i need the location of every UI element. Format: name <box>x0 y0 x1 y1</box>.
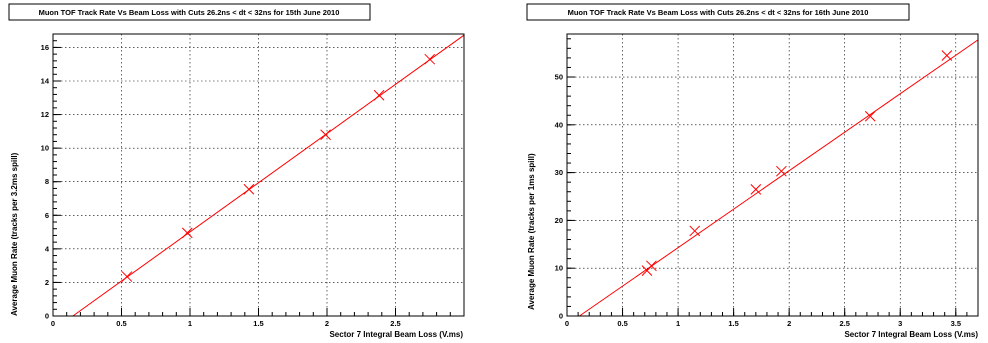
y-tick-label: 12 <box>41 110 49 119</box>
x-tick-label: 1 <box>188 319 192 328</box>
chart-panel-15-june: Muon TOF Track Rate Vs Beam Loss with Cu… <box>8 3 465 339</box>
y-tick-label: 40 <box>555 120 563 129</box>
data-point <box>864 110 876 122</box>
data-point <box>320 129 331 141</box>
data-points <box>641 50 953 276</box>
data-points <box>121 53 436 282</box>
y-tick-label: 50 <box>555 73 563 82</box>
chart-title-box <box>526 3 910 21</box>
data-point <box>646 260 657 272</box>
chart-title: Muon TOF Track Rate Vs Beam Loss with Cu… <box>568 8 869 17</box>
axis-ticks: 0 0.5 1 1.5 2 2.5 3 3.5 0 10 20 30 40 50 <box>555 38 979 328</box>
chart-panel-16-june: Muon TOF Track Rate Vs Beam Loss with Cu… <box>494 0 988 343</box>
x-tick-label: 0 <box>565 319 569 328</box>
scatter-chart-15-june: Muon TOF Track Rate Vs Beam Loss with Cu… <box>8 3 465 339</box>
data-point <box>243 183 255 195</box>
grid-layer <box>567 34 978 316</box>
x-tick-label: 2 <box>325 319 329 328</box>
data-point <box>776 165 787 177</box>
y-tick-label: 0 <box>45 312 49 321</box>
y-tick-label: 2 <box>45 278 49 287</box>
chart-title-box <box>8 3 371 21</box>
axis-ticks: 0 0.5 1 1.5 2 2.5 0 2 4 6 8 10 12 14 16 <box>41 33 465 328</box>
data-point <box>121 271 133 282</box>
plot-frame <box>566 33 979 317</box>
y-tick-label: 10 <box>41 144 49 153</box>
fit-line <box>72 34 465 317</box>
x-axis-label: Sector 7 Integral Beam Loss (V.ms) <box>844 330 978 339</box>
y-tick-label: 6 <box>45 211 49 220</box>
y-tick-label: 30 <box>555 168 563 177</box>
x-tick-label: 2.5 <box>839 319 849 328</box>
x-tick-label: 3.5 <box>951 319 961 328</box>
x-tick-label: 0.5 <box>116 319 126 328</box>
x-tick-label: 0 <box>51 319 55 328</box>
data-point <box>181 227 193 239</box>
y-axis-label: Average Muon Rate (tracks per 3.2ms spil… <box>10 152 19 316</box>
x-axis-label: Sector 7 Integral Beam Loss (V.ms) <box>329 330 463 339</box>
data-point <box>373 89 385 101</box>
y-axis-label: Average Muon Rate (tracks per 1ms spill) <box>527 153 536 310</box>
data-point <box>941 50 953 61</box>
x-tick-label: 1.5 <box>728 319 738 328</box>
x-tick-label: 2 <box>787 319 791 328</box>
x-tick-label: 2.5 <box>390 319 400 328</box>
y-tick-label: 14 <box>41 77 50 86</box>
data-point <box>424 53 436 65</box>
x-tick-label: 1.5 <box>253 319 263 328</box>
x-tick-label: 1 <box>676 319 680 328</box>
scatter-chart-16-june: Muon TOF Track Rate Vs Beam Loss with Cu… <box>526 3 979 339</box>
y-tick-label: 0 <box>559 312 563 321</box>
fit-line <box>579 39 979 317</box>
y-tick-label: 20 <box>555 216 563 225</box>
data-point <box>750 183 762 195</box>
y-tick-label: 10 <box>555 264 563 273</box>
x-tick-label: 3 <box>898 319 902 328</box>
data-point <box>689 225 701 237</box>
y-tick-label: 8 <box>45 177 49 186</box>
x-tick-label: 0.5 <box>617 319 627 328</box>
chart-title: Muon TOF Track Rate Vs Beam Loss with Cu… <box>39 8 340 17</box>
grid-layer <box>53 34 464 316</box>
y-tick-label: 4 <box>45 244 50 253</box>
y-tick-label: 16 <box>41 43 49 52</box>
